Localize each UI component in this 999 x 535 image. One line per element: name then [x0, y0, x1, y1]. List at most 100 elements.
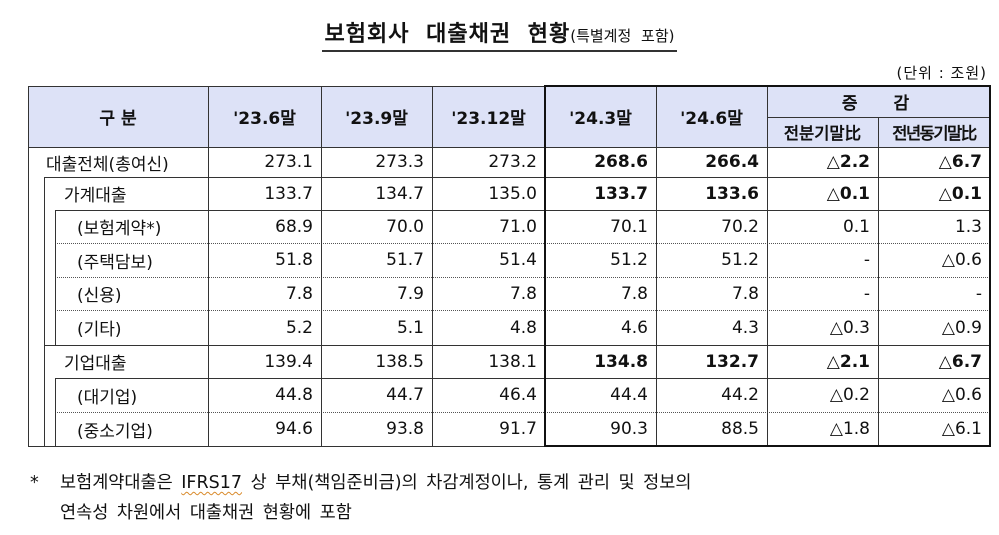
- row-value: 46.4: [499, 385, 537, 405]
- column-divider: [878, 117, 879, 446]
- row-value: 138.5: [375, 351, 424, 372]
- row-value: 68.9: [275, 216, 313, 237]
- footnote-line-2: 연속성 차원에서 대출채권 현황에 포함: [60, 503, 352, 523]
- row-value: △0.2: [829, 385, 870, 405]
- row-value: 273.2: [488, 152, 537, 172]
- row-value: 5.1: [396, 317, 424, 338]
- column-divider: [321, 86, 322, 446]
- row-value: △6.1: [941, 419, 982, 439]
- row-separator: [55, 378, 990, 379]
- row-label: (중소기업): [77, 421, 153, 442]
- recent-columns-highlight: [544, 85, 991, 447]
- row-label: 가계대출: [64, 186, 127, 206]
- header-period: '23.12말: [432, 86, 545, 147]
- row-value: △0.6: [941, 385, 982, 405]
- row-value: 44.2: [721, 385, 759, 405]
- row-value: 44.8: [275, 385, 313, 405]
- row-value: 273.1: [264, 152, 313, 172]
- indent-guide-level-2: [55, 210, 56, 345]
- row-value: 7.9: [396, 283, 424, 304]
- row-value: -: [975, 283, 982, 304]
- row-value: 138.1: [488, 351, 537, 372]
- page-title: 보험회사 대출채권 현황(특별계정 포함): [0, 22, 999, 52]
- row-value: 88.5: [721, 419, 759, 439]
- footnote: * 보험계약대출은 IFRS17 상 부채(책임준비금)의 차감계정이나, 통계 …: [30, 468, 692, 528]
- row-value: 133.7: [264, 183, 313, 204]
- row-value: △0.1: [938, 183, 982, 204]
- row-label: 기업대출: [64, 354, 127, 374]
- header-period: '23.6말: [208, 86, 321, 147]
- row-value: 133.7: [594, 183, 648, 204]
- row-value: 0.1: [842, 216, 870, 237]
- header-change-group: 증 감: [767, 86, 990, 117]
- row-separator: [44, 177, 990, 178]
- row-value: △6.7: [938, 152, 982, 172]
- row-value: 51.7: [386, 250, 424, 270]
- row-value: △0.6: [941, 250, 982, 270]
- row-value: 133.6: [705, 183, 759, 204]
- row-value: 90.3: [610, 419, 648, 439]
- row-value: △1.8: [829, 419, 870, 439]
- row-separator: [44, 345, 990, 346]
- footnote-text-cont: 상 부채(책임준비금)의 차감계정이나, 통계 관리 및 정보의: [242, 473, 692, 493]
- row-separator: [55, 310, 990, 311]
- row-value: △0.9: [941, 317, 982, 338]
- table-left-border: [28, 86, 29, 446]
- row-value: △2.1: [826, 351, 870, 372]
- row-value: 70.1: [610, 216, 648, 237]
- row-value: 139.4: [264, 351, 313, 372]
- row-value: △6.7: [938, 351, 982, 372]
- title-sub: (특별계정 포함): [570, 27, 675, 45]
- row-value: 134.7: [375, 183, 424, 204]
- footnote-text: 보험계약대출은: [60, 473, 182, 493]
- row-value: 7.8: [285, 283, 313, 304]
- header-period: '24.3말: [545, 86, 656, 147]
- row-value: 135.0: [488, 183, 537, 204]
- table-bottom-border: [28, 446, 990, 447]
- row-value: 71.0: [499, 216, 537, 237]
- row-value: △2.2: [826, 152, 870, 172]
- header-category: 구 분: [28, 86, 208, 147]
- indent-guide-level-2: [55, 378, 56, 446]
- footnote-term: IFRS17: [181, 473, 243, 493]
- row-value: 7.8: [620, 283, 648, 304]
- column-divider: [767, 86, 768, 446]
- column-divider: [656, 86, 657, 446]
- table-top-border: [28, 86, 990, 87]
- row-value: 70.2: [721, 216, 759, 237]
- row-label: 대출전체(총여신): [46, 154, 169, 175]
- header-change-col: 전분기말比: [767, 117, 878, 147]
- row-value: 1.3: [954, 216, 982, 237]
- row-value: 44.4: [610, 385, 648, 405]
- row-value: 51.4: [499, 250, 537, 270]
- row-value: 273.3: [375, 152, 424, 172]
- row-separator: [55, 243, 990, 244]
- row-label: (기타): [77, 320, 122, 340]
- row-value: 93.8: [386, 419, 424, 439]
- header-bottom-border: [28, 147, 990, 148]
- row-value: -: [863, 250, 870, 270]
- loan-receivables-table: 구 분 '23.6말 '23.9말 '23.12말 '24.3말 '24.6말 증 감 전분기…: [28, 85, 991, 447]
- row-value: 5.2: [285, 317, 313, 338]
- row-value: 4.3: [731, 317, 759, 338]
- row-value: 132.7: [705, 351, 759, 372]
- row-separator: [55, 412, 990, 413]
- row-label: (신용): [77, 286, 122, 306]
- row-value: 91.7: [499, 419, 537, 439]
- row-value: 268.6: [594, 152, 648, 172]
- row-separator: [55, 210, 990, 211]
- row-label: (주택담보): [77, 252, 153, 273]
- row-value: 51.2: [721, 250, 759, 270]
- row-value: 7.8: [731, 283, 759, 304]
- header-period: '23.9말: [321, 86, 432, 147]
- row-value: 134.8: [594, 351, 648, 372]
- row-value: 94.6: [275, 419, 313, 439]
- row-value: 44.7: [386, 385, 424, 405]
- row-value: △0.3: [829, 317, 870, 338]
- column-divider: [208, 86, 209, 446]
- row-label: (대기업): [77, 387, 138, 408]
- title-main: 보험회사 대출채권 현황: [324, 22, 571, 47]
- row-label: (보험계약*): [77, 219, 162, 239]
- footnote-line-1: * 보험계약대출은 IFRS17 상 부채(책임준비금)의 차감계정이나, 통계 …: [30, 468, 692, 498]
- header-change-col: 전년동기말比: [878, 117, 990, 147]
